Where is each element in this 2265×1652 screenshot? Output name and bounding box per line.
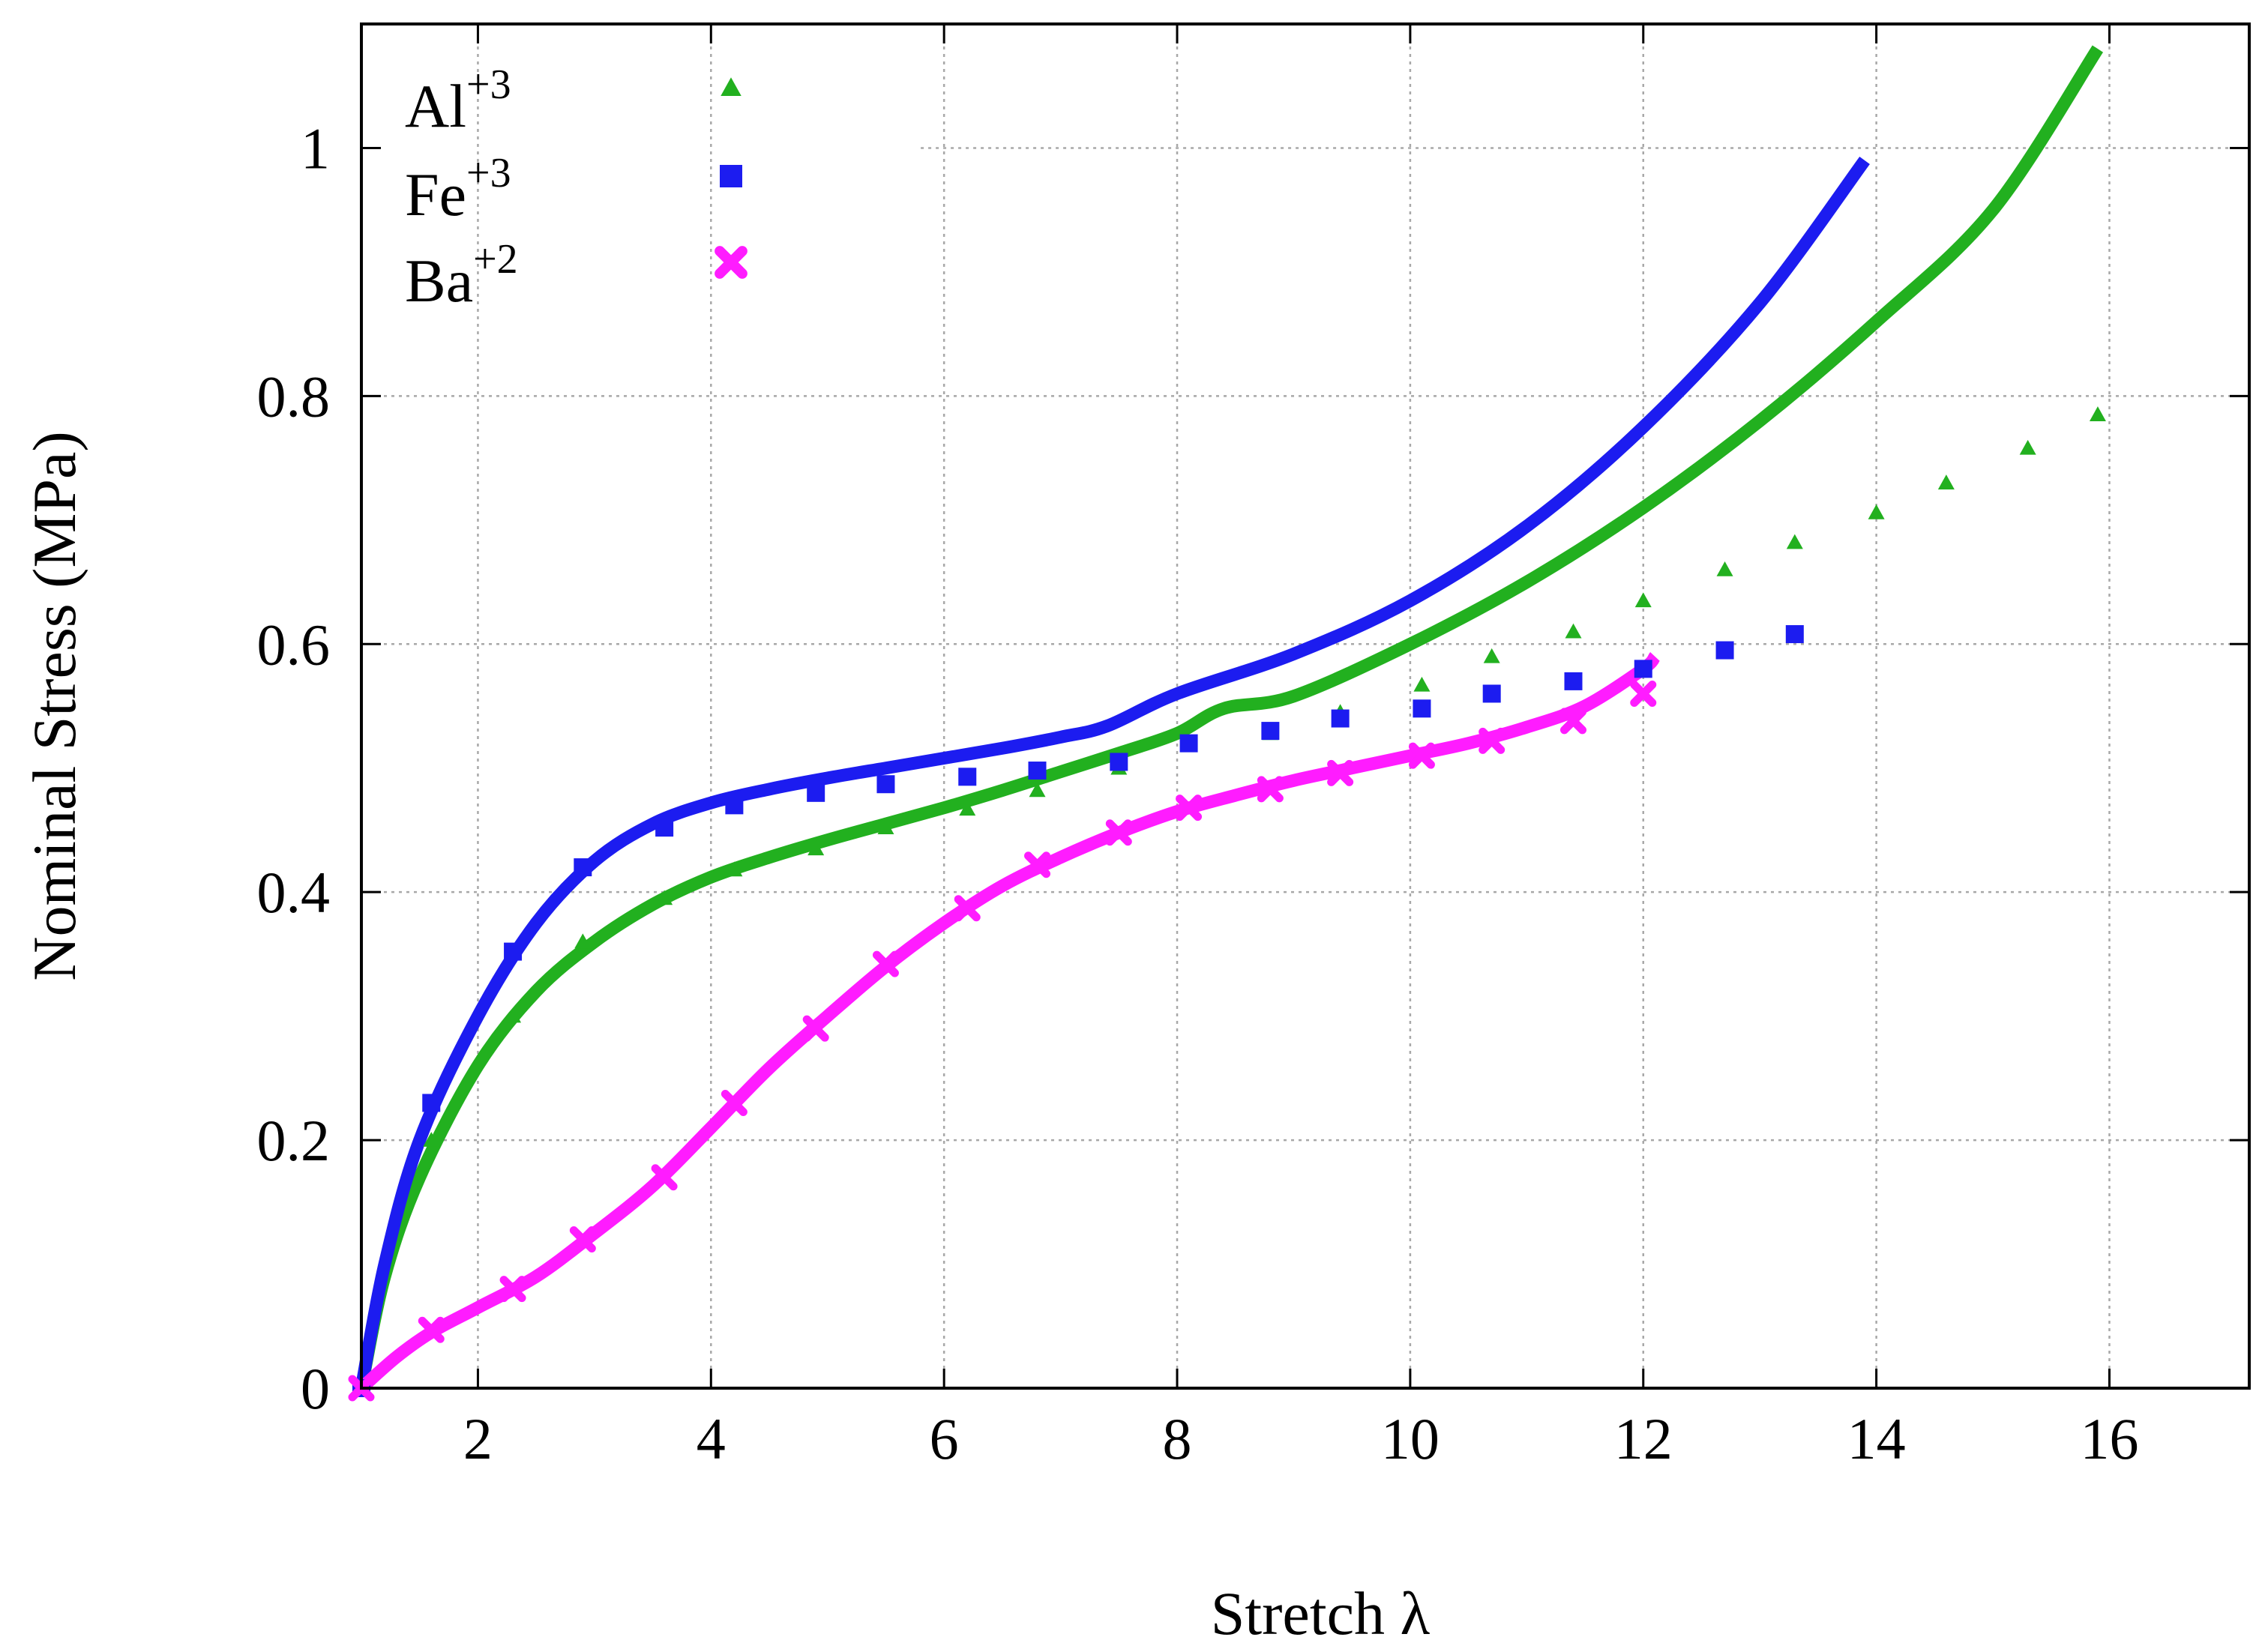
al-data-point: [505, 1007, 522, 1023]
data-markers: [348, 406, 2106, 1402]
ba-data-point: [569, 1226, 596, 1252]
x-tick-label: 14: [1847, 1406, 1906, 1471]
x-tick-label: 16: [2080, 1406, 2138, 1471]
legend-name-al: Al: [405, 72, 466, 140]
ba-data-point: [418, 1316, 445, 1343]
ba-data-point: [872, 950, 899, 977]
legend-label-al: Al+3: [405, 61, 511, 140]
fe-data-point: [807, 783, 825, 802]
fe-data-point: [1179, 734, 1198, 753]
fe-data-point: [876, 775, 895, 794]
al-data-point: [1634, 592, 1652, 608]
al-data-point: [656, 890, 673, 905]
fe-data-point: [574, 858, 592, 877]
al-data-point: [807, 840, 825, 856]
axis-ticks: [361, 24, 2249, 1390]
fe-data-point: [1785, 625, 1804, 644]
y-tick-label: 0.6: [257, 612, 331, 677]
x-tick-label: 10: [1381, 1406, 1440, 1471]
fe-data-point: [504, 942, 523, 961]
fe-data-point: [1413, 699, 1431, 718]
fe-data-point: [1331, 709, 1350, 728]
ba-data-point: [1105, 819, 1132, 846]
x-tick-label: 8: [1163, 1406, 1192, 1471]
ba-data-point: [954, 895, 981, 922]
y-tick-label: 0.2: [257, 1108, 331, 1173]
legend-charge-fe: +3: [466, 150, 511, 196]
y-tick-label: 0: [301, 1356, 330, 1421]
fe-data-point: [725, 796, 744, 815]
y-tick-label: 0.4: [257, 860, 331, 925]
legend-label-fe: Fe+3: [405, 150, 511, 229]
fe-data-point: [958, 768, 977, 786]
fe-data-point: [1110, 753, 1128, 771]
legend-label-ba: Ba+2: [405, 236, 518, 315]
fe-data-point: [1564, 672, 1583, 690]
fe-data-point: [1715, 641, 1734, 660]
ba-data-point: [1479, 727, 1506, 754]
fe-data-point: [655, 819, 674, 837]
legend-marker-al: [721, 77, 742, 96]
ba-fit-curve: [357, 652, 1661, 1393]
al-data-point: [959, 801, 976, 816]
x-tick-label: 12: [1614, 1406, 1673, 1471]
x-tick-label: 6: [930, 1406, 959, 1471]
fe-data-point: [422, 1094, 441, 1112]
fe-data-point: [1482, 684, 1501, 703]
y-axis-label: Nominal Stress (MPa): [20, 431, 88, 980]
al-data-point: [574, 933, 592, 949]
fe-data-point: [1261, 722, 1280, 741]
ba-data-point: [1024, 851, 1051, 878]
legend: Al+3Fe+3Ba+2: [405, 61, 748, 315]
legend-name-fe: Fe: [405, 160, 466, 229]
al-data-point: [2089, 406, 2106, 421]
al-data-point: [1868, 504, 1885, 519]
al-data-point: [2019, 439, 2036, 455]
al-data-point: [1483, 648, 1500, 663]
al-fit-curve: [355, 45, 2104, 1390]
tick-labels: 2 4 6 8 10 12 14 16 0 0.2 0.4 0.6 0.8 1: [257, 115, 2139, 1471]
al-data-point: [1786, 534, 1803, 549]
ba-data-point: [651, 1164, 678, 1191]
ba-data-point: [1257, 776, 1284, 803]
al-data-point: [1029, 782, 1046, 798]
x-tick-label: 4: [697, 1406, 726, 1471]
legend-charge-al: +3: [466, 61, 511, 108]
al-data-point: [877, 819, 894, 834]
legend-name-ba: Ba: [405, 247, 473, 315]
ba-data-point: [721, 1089, 748, 1116]
plot-frame: [360, 22, 2251, 1390]
al-data-point: [1937, 474, 1955, 489]
legend-marker-ba: [715, 246, 748, 279]
y-tick-label: 1: [301, 115, 330, 181]
al-data-point: [1413, 676, 1431, 692]
ba-data-point: [1327, 759, 1354, 786]
ba-data-point: [1176, 795, 1203, 822]
fe-data-point: [1028, 762, 1047, 780]
fe-fit-curve: [355, 156, 1870, 1390]
grid: [361, 24, 2249, 1388]
al-data-point: [1565, 623, 1582, 639]
ba-data-point: [802, 1015, 829, 1042]
fe-data-point: [1634, 660, 1652, 678]
al-data-point: [423, 1132, 440, 1147]
ba-data-point: [1559, 708, 1586, 735]
fit-curves: [355, 45, 2104, 1393]
ba-data-point: [1408, 742, 1435, 769]
y-tick-label: 0.8: [257, 364, 331, 429]
x-tick-label: 2: [463, 1406, 493, 1471]
al-data-point: [726, 861, 743, 877]
legend-marker-fe: [720, 165, 742, 187]
x-axis-label: Stretch λ: [1211, 1579, 1431, 1648]
al-data-point: [1716, 561, 1733, 576]
legend-charge-ba: +2: [473, 236, 518, 283]
ba-data-point: [499, 1276, 526, 1303]
ba-data-point: [1630, 680, 1657, 707]
